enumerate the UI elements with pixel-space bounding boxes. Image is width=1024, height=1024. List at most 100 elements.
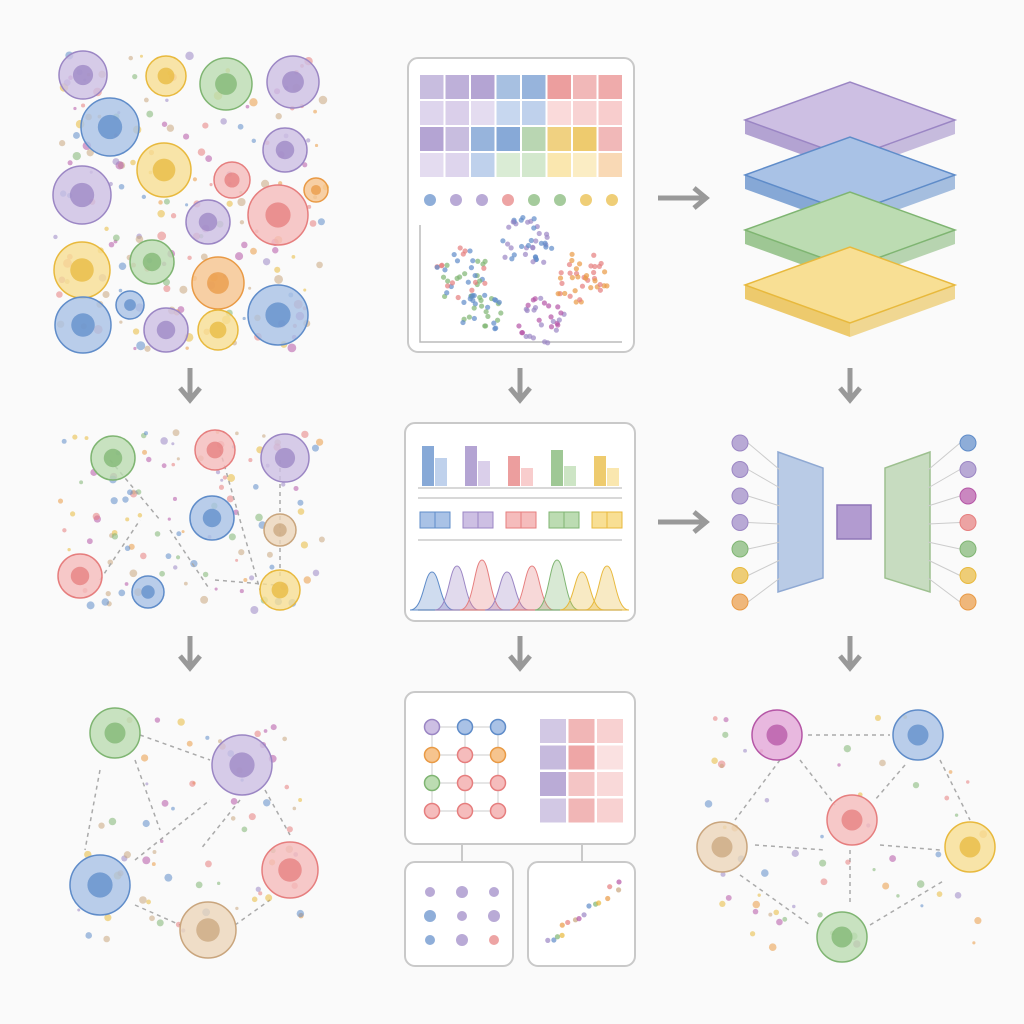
particle [118, 183, 125, 190]
arrow [508, 368, 532, 404]
particle [235, 906, 239, 911]
particle [159, 839, 164, 844]
point [586, 903, 592, 909]
particle [230, 798, 238, 805]
dot [488, 910, 500, 922]
heat-cell [597, 745, 623, 770]
point [485, 304, 491, 310]
particle [214, 587, 218, 591]
particle [297, 499, 304, 506]
particle [189, 780, 196, 787]
output-node [959, 434, 977, 452]
particle [250, 247, 257, 255]
edge [747, 442, 781, 471]
particle [140, 552, 147, 560]
particle [200, 253, 208, 261]
link [264, 789, 291, 836]
edge [927, 541, 961, 550]
point [522, 251, 529, 257]
particle [791, 849, 799, 857]
nucleus [215, 73, 237, 95]
heat-cell [471, 153, 495, 177]
decoder [884, 450, 931, 594]
dot [457, 911, 467, 921]
connector [461, 844, 583, 862]
particle [262, 258, 271, 266]
bar [465, 446, 477, 486]
input-node [731, 514, 749, 531]
nucleus [70, 258, 94, 282]
point [549, 245, 555, 251]
particle [948, 770, 953, 774]
heat-cell [598, 75, 622, 99]
particle [146, 110, 154, 118]
point [525, 219, 531, 225]
nucleus [206, 441, 224, 459]
edge [927, 577, 961, 603]
particle [238, 549, 245, 556]
point [545, 937, 551, 943]
particle [287, 343, 297, 353]
nucleus [209, 321, 227, 339]
particle [226, 495, 234, 503]
point [520, 214, 526, 221]
particle [132, 73, 138, 80]
particle [263, 799, 271, 807]
particle [72, 151, 81, 161]
heat-cell [568, 798, 595, 823]
heat-cell [598, 127, 622, 151]
point [604, 283, 610, 289]
point [546, 303, 552, 309]
heat-cell [540, 719, 566, 743]
particle [107, 559, 114, 566]
particle [142, 856, 151, 865]
heat-cell [496, 127, 520, 151]
arrow [178, 636, 202, 672]
point [596, 900, 602, 906]
particle [102, 290, 110, 299]
point [548, 314, 554, 320]
particle [163, 285, 171, 293]
particle [167, 517, 171, 521]
particle [896, 894, 900, 898]
point [553, 327, 559, 333]
particle [53, 234, 58, 240]
legend-dot [606, 194, 618, 206]
particle [112, 234, 120, 242]
particle [222, 475, 228, 480]
heat-cell [573, 153, 597, 177]
particle [944, 795, 950, 801]
density [534, 559, 580, 611]
point [492, 326, 498, 332]
legend-dot [502, 194, 514, 206]
edge [927, 495, 961, 507]
particle [255, 886, 261, 892]
edge [927, 522, 961, 525]
particle [136, 341, 146, 351]
particle [171, 462, 176, 467]
nucleus [907, 724, 929, 746]
particle [186, 740, 193, 747]
particle [262, 434, 266, 438]
particle [110, 497, 118, 505]
particle [239, 220, 245, 225]
point [577, 297, 583, 303]
nucleus [87, 872, 113, 898]
particle [124, 582, 129, 586]
particle [248, 813, 256, 821]
nucleus [711, 836, 733, 858]
particle [195, 881, 203, 889]
point [481, 265, 487, 271]
particle [265, 894, 273, 902]
point [602, 269, 608, 275]
particle [173, 565, 178, 570]
heat-cell [420, 127, 444, 151]
output-node [959, 540, 977, 558]
particle [192, 177, 197, 182]
point [451, 251, 457, 258]
particle [86, 601, 95, 610]
nucleus [124, 299, 136, 311]
heat-cell [445, 75, 469, 99]
nucleus [959, 836, 981, 858]
graph-node [423, 802, 441, 820]
